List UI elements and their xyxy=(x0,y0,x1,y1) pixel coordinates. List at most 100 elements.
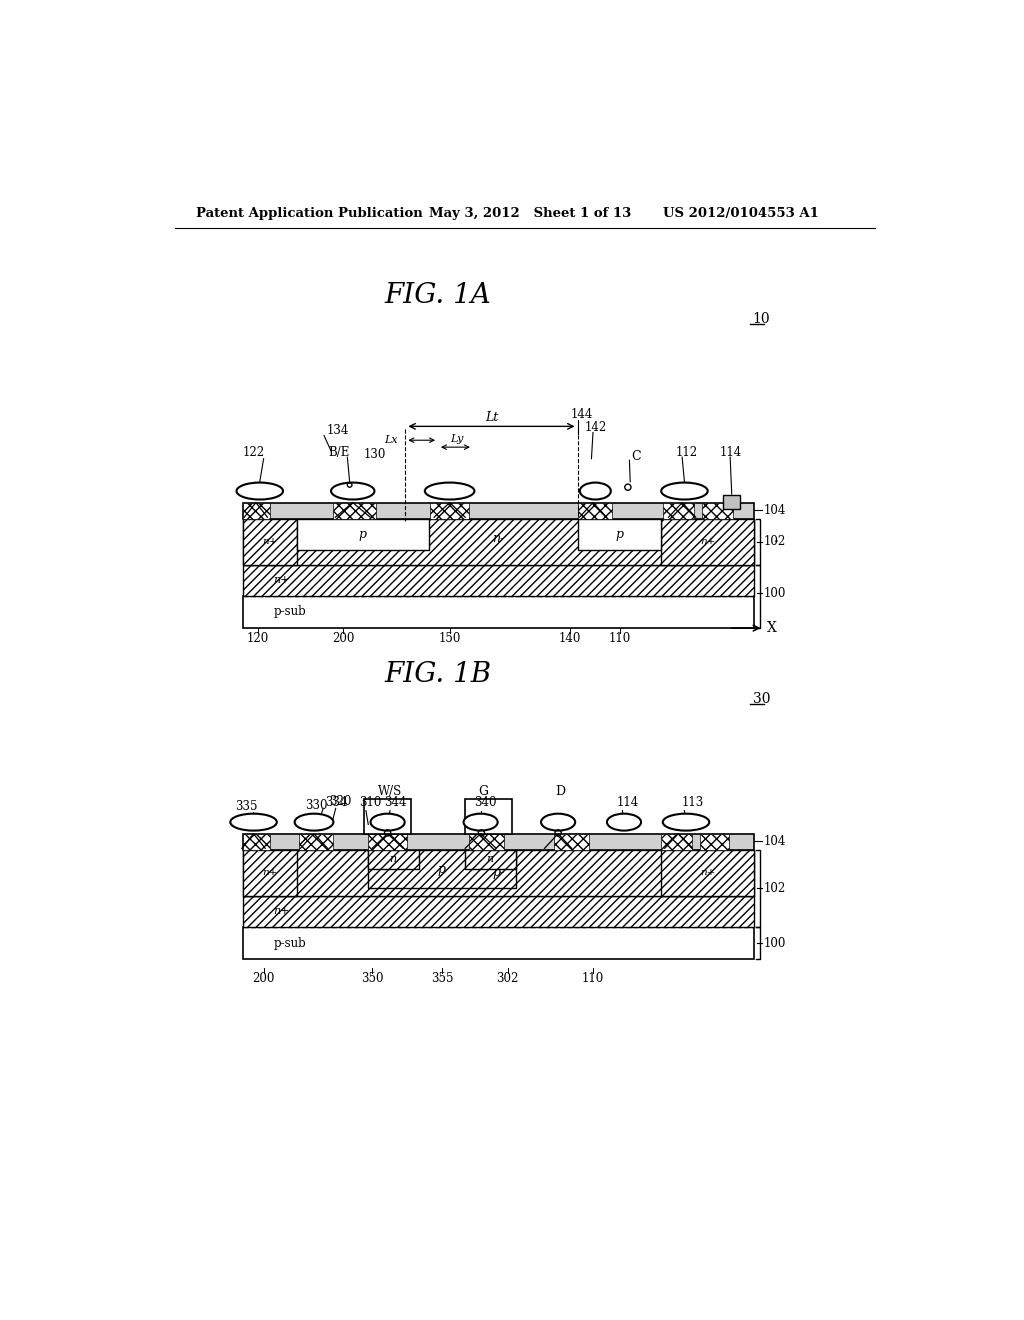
Text: 134: 134 xyxy=(327,424,349,437)
Text: 120: 120 xyxy=(247,632,269,645)
Text: 112: 112 xyxy=(675,446,697,459)
Text: n+: n+ xyxy=(262,537,278,546)
Text: n+: n+ xyxy=(273,576,290,585)
Text: W/S: W/S xyxy=(378,785,402,797)
Bar xyxy=(334,503,376,519)
Bar xyxy=(465,850,515,869)
Text: n-: n- xyxy=(493,532,505,545)
Text: 114: 114 xyxy=(720,446,742,459)
Text: 104: 104 xyxy=(764,504,785,517)
Text: FIG. 1B: FIG. 1B xyxy=(384,661,492,688)
Text: Ly: Ly xyxy=(451,434,464,444)
Bar xyxy=(723,495,740,508)
Text: n: n xyxy=(486,854,494,865)
Text: 122: 122 xyxy=(243,446,265,459)
Ellipse shape xyxy=(425,483,474,499)
Bar xyxy=(243,519,755,565)
Bar xyxy=(663,503,693,519)
Text: Patent Application Publication: Patent Application Publication xyxy=(197,207,423,220)
Text: 130: 130 xyxy=(364,449,386,462)
Bar xyxy=(554,834,589,850)
Ellipse shape xyxy=(464,813,498,830)
Bar xyxy=(469,834,504,850)
Text: Lt: Lt xyxy=(484,412,498,425)
Text: 340: 340 xyxy=(474,796,497,809)
Text: n+: n+ xyxy=(273,907,290,916)
Ellipse shape xyxy=(580,483,611,499)
Ellipse shape xyxy=(230,813,276,830)
Text: FIG. 1A: FIG. 1A xyxy=(385,282,492,309)
Bar xyxy=(365,799,411,834)
Bar xyxy=(369,850,515,888)
Text: Lx: Lx xyxy=(384,436,397,445)
Text: n+: n+ xyxy=(700,537,716,546)
Bar xyxy=(297,519,429,549)
Text: 30: 30 xyxy=(753,692,770,706)
Text: p-sub: p-sub xyxy=(273,936,306,949)
Ellipse shape xyxy=(237,483,283,499)
Bar xyxy=(243,927,755,960)
Text: 310: 310 xyxy=(359,796,381,809)
Text: n+: n+ xyxy=(700,869,716,878)
Bar xyxy=(243,850,297,896)
Text: 330: 330 xyxy=(305,799,328,812)
Text: D: D xyxy=(555,785,565,797)
Text: 320: 320 xyxy=(330,795,352,808)
Text: 302: 302 xyxy=(497,972,519,985)
Text: n: n xyxy=(389,854,396,865)
Bar xyxy=(243,834,270,850)
Text: 335: 335 xyxy=(234,800,257,813)
Text: 102: 102 xyxy=(764,536,785,548)
Bar xyxy=(578,519,662,549)
Text: p-sub: p-sub xyxy=(273,606,306,619)
Text: B/E: B/E xyxy=(329,446,350,459)
Bar xyxy=(243,565,755,595)
Text: 150: 150 xyxy=(438,632,461,645)
Text: p: p xyxy=(358,528,367,541)
Ellipse shape xyxy=(541,813,575,830)
Ellipse shape xyxy=(331,483,375,499)
Ellipse shape xyxy=(607,813,641,830)
Bar xyxy=(662,850,755,896)
Text: 200: 200 xyxy=(332,632,354,645)
Bar xyxy=(243,519,297,565)
Text: 350: 350 xyxy=(360,972,383,985)
Bar xyxy=(700,834,729,850)
Bar xyxy=(578,503,612,519)
Bar xyxy=(243,896,755,927)
Bar xyxy=(701,503,732,519)
Text: 140: 140 xyxy=(558,632,581,645)
Text: •: • xyxy=(773,537,778,546)
Text: 104: 104 xyxy=(764,834,785,847)
Text: 355: 355 xyxy=(431,972,454,985)
Bar xyxy=(369,850,419,869)
Text: 142: 142 xyxy=(585,421,607,434)
Bar xyxy=(430,503,469,519)
Ellipse shape xyxy=(662,483,708,499)
Text: 113: 113 xyxy=(681,796,703,809)
Bar xyxy=(243,834,755,850)
Ellipse shape xyxy=(295,813,334,830)
Text: 334: 334 xyxy=(326,796,348,809)
Text: n+: n+ xyxy=(262,869,278,878)
Text: 200: 200 xyxy=(253,972,274,985)
Text: 102: 102 xyxy=(764,882,785,895)
Text: 144: 144 xyxy=(570,408,593,421)
Text: X: X xyxy=(767,622,776,635)
Bar xyxy=(369,834,407,850)
Bar xyxy=(299,834,334,850)
Text: p: p xyxy=(438,862,445,875)
Text: G: G xyxy=(478,785,488,797)
Text: 114: 114 xyxy=(616,796,639,809)
Bar xyxy=(662,519,755,565)
Ellipse shape xyxy=(371,813,404,830)
Text: 100: 100 xyxy=(764,936,785,949)
Text: 10: 10 xyxy=(753,312,770,326)
Bar xyxy=(243,595,755,628)
Text: 110: 110 xyxy=(609,632,631,645)
Text: 344: 344 xyxy=(384,796,407,809)
Text: C: C xyxy=(631,450,641,463)
Text: p: p xyxy=(615,528,624,541)
Text: 110: 110 xyxy=(582,972,604,985)
Text: US 2012/0104553 A1: US 2012/0104553 A1 xyxy=(663,207,818,220)
